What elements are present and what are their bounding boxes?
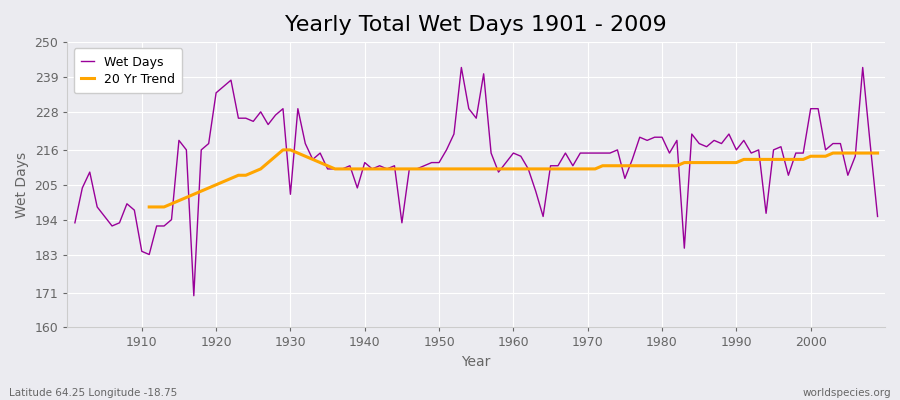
Wet Days: [129, 208, 140, 212]
Y-axis label: Wet Days: Wet Days: [15, 152, 29, 218]
Wet Days: [872, 214, 883, 219]
Wet Days: [612, 148, 623, 152]
X-axis label: Year: Year: [462, 355, 490, 369]
Legend: Wet Days, 20 Yr Trend: Wet Days, 20 Yr Trend: [74, 48, 182, 93]
20 Yr Trend: [345, 166, 356, 171]
20 Yr Trend: [724, 160, 734, 165]
20 Yr Trend: [537, 166, 548, 171]
20 Yr Trend: [374, 166, 385, 171]
20 Yr Trend: [322, 163, 333, 168]
Title: Yearly Total Wet Days 1901 - 2009: Yearly Total Wet Days 1901 - 2009: [285, 15, 667, 35]
Wet Days: [69, 220, 80, 225]
Text: worldspecies.org: worldspecies.org: [803, 388, 891, 398]
Wet Days: [523, 166, 534, 171]
Wet Days: [188, 293, 199, 298]
Wet Days: [456, 65, 467, 70]
Wet Days: [516, 154, 526, 159]
Line: 20 Yr Trend: 20 Yr Trend: [149, 150, 877, 207]
Wet Days: [300, 141, 310, 146]
Text: Latitude 64.25 Longitude -18.75: Latitude 64.25 Longitude -18.75: [9, 388, 177, 398]
20 Yr Trend: [872, 151, 883, 156]
20 Yr Trend: [144, 204, 155, 209]
Line: Wet Days: Wet Days: [75, 68, 878, 296]
20 Yr Trend: [277, 148, 288, 152]
Wet Days: [345, 163, 356, 168]
20 Yr Trend: [516, 166, 526, 171]
